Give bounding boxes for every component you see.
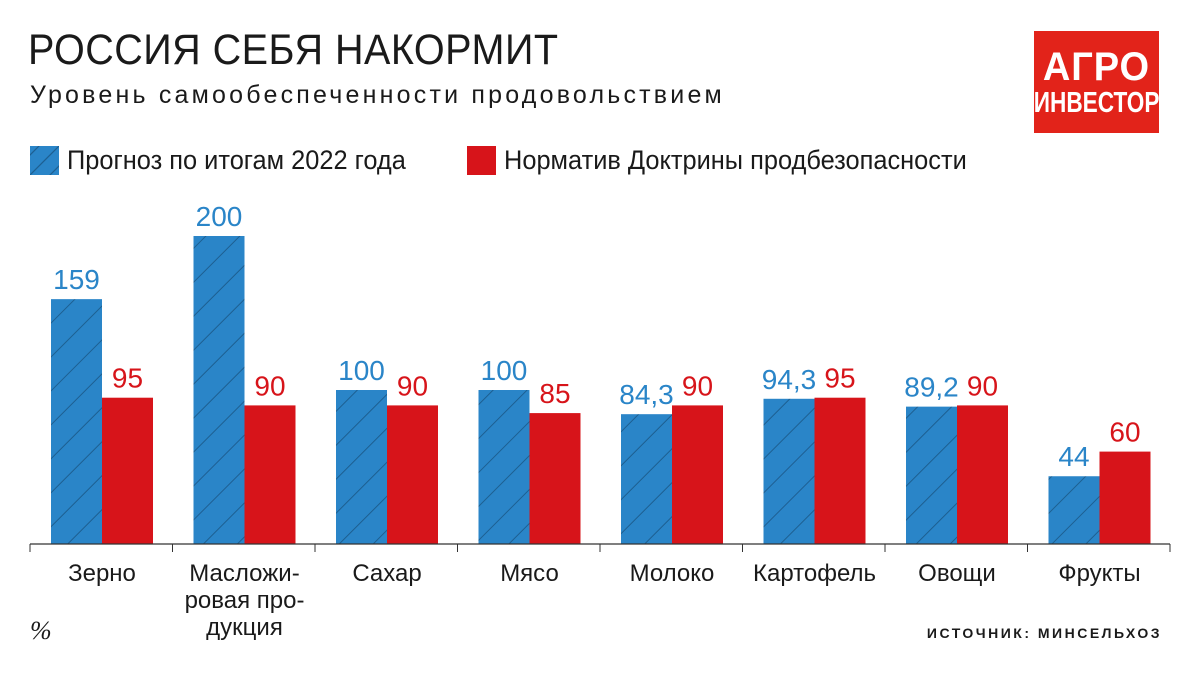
legend-swatch-forecast — [30, 146, 59, 175]
bar-forecast-4 — [621, 414, 672, 544]
value-label-norm-3: 85 — [539, 378, 570, 409]
bar-forecast-7 — [1048, 476, 1100, 544]
legend-label-norm: Норматив Доктрины продбезопасности — [504, 145, 967, 175]
legend-item-forecast: Прогноз по итогам 2022 года — [30, 145, 427, 176]
value-label-forecast-1: 200 — [196, 201, 243, 232]
value-label-norm-1: 90 — [254, 370, 285, 401]
category-label-0: Зерно — [68, 560, 136, 587]
bar-forecast-6 — [906, 406, 957, 544]
value-label-norm-7: 60 — [1109, 417, 1140, 448]
unit-label: % — [30, 616, 52, 645]
source-note: ИСТОЧНИК: МИНСЕЛЬХОЗ — [926, 625, 1162, 641]
value-label-forecast-7: 44 — [1058, 441, 1089, 472]
value-label-forecast-3: 100 — [481, 355, 528, 386]
bar-norm-6 — [957, 405, 1008, 544]
legend-label-forecast: Прогноз по итогам 2022 года — [67, 145, 406, 175]
value-label-norm-2: 90 — [397, 370, 428, 401]
category-label-2: Сахар — [352, 560, 421, 587]
bar-forecast-0 — [51, 299, 102, 544]
logo-line-1: АГРО — [1042, 44, 1151, 89]
bar-forecast-3 — [478, 390, 530, 544]
value-label-norm-0: 95 — [112, 363, 143, 394]
bar-forecast-1 — [193, 236, 245, 544]
value-label-norm-6: 90 — [967, 370, 998, 401]
category-label-6: Овощи — [918, 560, 996, 587]
bar-norm-3 — [529, 413, 581, 544]
category-label-3: Мясо — [500, 560, 559, 587]
bar-forecast-5 — [763, 398, 815, 544]
bar-norm-7 — [1099, 451, 1151, 544]
category-label-5: Картофель — [753, 560, 876, 587]
bar-norm-5 — [814, 397, 866, 544]
agroinvestor-logo: АГРО ИНВЕСТОР — [1034, 31, 1159, 133]
bar-norm-2 — [387, 405, 438, 544]
chart-subtitle: Уровень самообеспеченности продовольстви… — [30, 81, 725, 109]
value-label-forecast-2: 100 — [338, 355, 385, 386]
category-label-4: Молоко — [630, 560, 715, 587]
value-label-forecast-5: 94,3 — [762, 364, 817, 395]
bar-norm-4 — [672, 405, 723, 544]
logo-line-2: ИНВЕСТОР — [1033, 86, 1160, 119]
category-label-7: Фрукты — [1058, 560, 1140, 587]
bar-norm-0 — [102, 397, 153, 544]
chart-title: РОССИЯ СЕБЯ НАКОРМИТ — [28, 26, 559, 74]
legend-item-norm: Норматив Доктрины продбезопасности — [467, 145, 996, 176]
bar-forecast-2 — [336, 390, 387, 544]
category-label-1: Масложи-ровая про-дукция — [185, 560, 305, 641]
value-label-forecast-0: 159 — [53, 264, 100, 295]
value-label-forecast-6: 89,2 — [904, 372, 959, 403]
bar-norm-1 — [244, 405, 296, 544]
value-label-forecast-4: 84,3 — [619, 379, 674, 410]
value-label-norm-5: 95 — [824, 363, 855, 394]
legend-swatch-norm — [467, 146, 496, 175]
value-label-norm-4: 90 — [682, 370, 713, 401]
